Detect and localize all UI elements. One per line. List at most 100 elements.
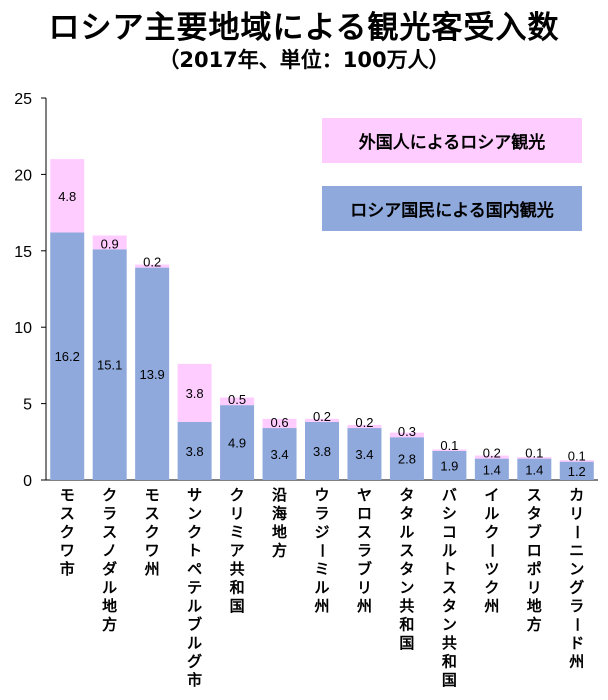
category-label-char: ペ (187, 560, 202, 578)
category-label-char: カ (569, 486, 584, 504)
category-label-char: 州 (356, 597, 372, 615)
value-label-domestic: 1.4 (525, 462, 543, 477)
category-label-char: 方 (527, 616, 542, 634)
category-label-char: 地 (527, 597, 542, 615)
category-label-char: 市 (187, 671, 202, 689)
value-label-foreign: 0.3 (398, 424, 416, 439)
value-label-foreign: 0.6 (270, 415, 288, 430)
category-label-char: ー (568, 617, 586, 632)
bar-domestic (432, 450, 467, 480)
category-label-char: 海 (272, 505, 287, 523)
bar-domestic (517, 458, 552, 480)
category-label-char: 国 (399, 634, 414, 652)
category-label-char: ク (187, 523, 202, 541)
category-label-char: ミ (230, 523, 245, 541)
category-label-char: ス (60, 505, 75, 523)
category-label-char: ル (187, 634, 202, 652)
category-label-char: ア (230, 542, 245, 560)
category-label-char: 市 (60, 560, 75, 578)
value-label-foreign: 0.2 (143, 255, 161, 270)
category-label-char: ト (442, 560, 457, 578)
category-label-char: ポ (527, 560, 542, 578)
category-label-char: 州 (568, 653, 584, 671)
category-label-char: 和 (442, 653, 457, 671)
value-label-domestic: 2.8 (398, 452, 416, 467)
value-label-foreign: 0.9 (101, 236, 119, 251)
bar-foreign (50, 159, 85, 233)
category-label-char: ス (102, 523, 117, 541)
category-label-char: ロ (357, 505, 372, 523)
category-label-char: 州 (483, 597, 499, 615)
bar-domestic (262, 428, 297, 480)
value-label-domestic: 3.8 (186, 444, 204, 459)
category-label-char: ジ (314, 523, 329, 541)
bar-foreign (559, 460, 594, 462)
value-label-foreign: 4.8 (58, 189, 76, 204)
category-label-char: 地 (272, 523, 287, 541)
category-label-char: ク (60, 523, 75, 541)
value-label-foreign: 0.2 (313, 409, 331, 424)
category-label-char: タ (527, 505, 542, 523)
category-label-char: 共 (230, 560, 245, 578)
category-label-char: タ (399, 560, 414, 578)
category-label-char: ニ (569, 542, 584, 560)
category-label-char: ワ (145, 542, 160, 560)
category-label-char: 方 (102, 616, 117, 634)
category-label-char: タ (399, 486, 414, 504)
category-label-char: ー (313, 543, 331, 558)
bar-domestic (389, 437, 424, 480)
category-label-char: ン (569, 560, 584, 578)
bar-foreign (92, 235, 127, 250)
bar-domestic (474, 458, 509, 480)
category-label-char: ク (145, 523, 160, 541)
category-label-char: テ (187, 579, 202, 597)
category-label-char: ラ (569, 597, 584, 615)
category-label-char: ク (484, 579, 499, 597)
value-label-domestic: 16.2 (55, 349, 80, 364)
value-label-domestic: 1.9 (440, 458, 458, 473)
y-tick-label: 20 (14, 167, 32, 184)
value-label-foreign: 0.2 (483, 446, 501, 461)
category-label-char: コ (442, 523, 457, 541)
category-label-char: ク (484, 523, 499, 541)
category-label-char: バ (442, 486, 457, 504)
category-label-char: ト (187, 542, 202, 560)
category-label-char: リ (569, 505, 584, 523)
category-label-char: ル (187, 597, 202, 615)
category-label-char: ン (399, 579, 414, 597)
chart-title: ロシア主要地域による観光客受入数 (48, 10, 560, 46)
value-label-foreign: 3.8 (186, 386, 204, 401)
category-label-char: グ (187, 653, 202, 671)
category-label-char: ミ (314, 560, 329, 578)
category-label-char: ロ (527, 542, 542, 560)
category-label-char: リ (357, 579, 372, 597)
category-label-char: グ (569, 579, 584, 597)
y-tick-label: 25 (14, 91, 32, 108)
category-label-char: タ (442, 597, 457, 615)
category-label-char: 共 (442, 634, 457, 652)
bar-foreign (220, 397, 255, 406)
category-label-char: 和 (230, 579, 245, 597)
category-label-char: ル (314, 579, 329, 597)
category-label-char: ー (568, 524, 586, 539)
category-label-char: ク (230, 486, 245, 504)
category-label-char: 地 (102, 597, 117, 615)
category-label-char: 国 (230, 597, 245, 615)
chart-subtitle: （2017年、単位：100万人） (158, 48, 450, 72)
category-label-char: 和 (399, 616, 414, 634)
category-label-char: リ (527, 579, 542, 597)
category-label-char: ツ (484, 560, 499, 578)
bar-domestic (92, 249, 127, 480)
category-label-char: ス (399, 542, 414, 560)
category-label-char: 州 (313, 597, 329, 615)
bar-domestic (347, 428, 382, 480)
bar-domestic (177, 421, 212, 480)
category-label-char: 方 (272, 542, 287, 560)
bar-foreign (347, 424, 382, 429)
category-label-char: ル (102, 579, 117, 597)
category-label-char: 国 (442, 671, 457, 689)
value-label-domestic: 1.2 (568, 464, 586, 479)
bar-domestic (305, 421, 339, 480)
category-label-char: ラ (357, 542, 372, 560)
value-label-domestic: 15.1 (97, 358, 122, 373)
